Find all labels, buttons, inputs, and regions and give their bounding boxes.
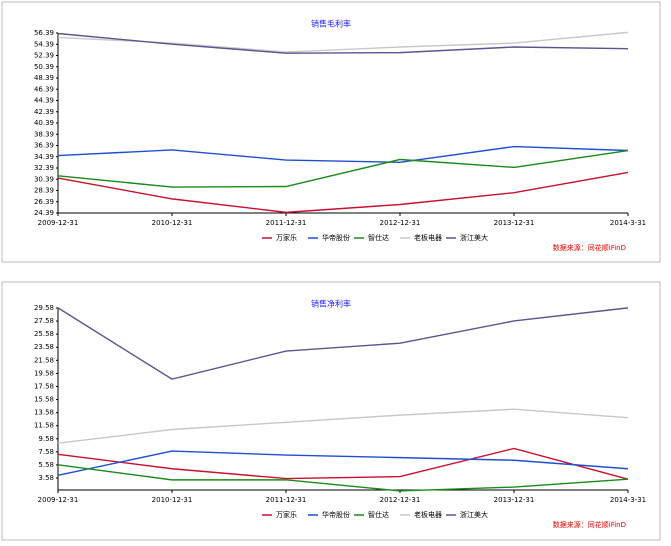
x-tick-label: 2013-12-31 — [494, 219, 535, 227]
y-tick-label: 32.39 — [34, 164, 54, 172]
y-tick-label: 40.39 — [34, 119, 54, 127]
y-tick-label: 56.39 — [34, 29, 54, 37]
series-line — [57, 464, 629, 492]
y-tick-label: 38.39 — [34, 130, 54, 138]
y-tick-label: 52.39 — [34, 52, 54, 60]
y-tick-label: 25.58 — [34, 330, 54, 338]
series-line — [57, 447, 629, 480]
y-tick-label: 44.39 — [34, 97, 54, 105]
series-line — [57, 408, 629, 444]
legend-label: 老板电器 — [414, 510, 442, 519]
y-tick-label: 50.39 — [34, 63, 54, 71]
y-tick-label: 28.39 — [34, 187, 54, 195]
y-tick-label: 23.58 — [34, 343, 54, 351]
series-line — [57, 32, 629, 54]
y-tick-label: 24.39 — [34, 209, 54, 217]
y-tick-label: 5.58 — [38, 461, 54, 469]
x-tick-label: 2011-12-31 — [266, 219, 307, 227]
y-tick-label: 15.58 — [34, 396, 54, 404]
y-tick-label: 21.58 — [34, 356, 54, 364]
x-tick-label: 2009-12-31 — [38, 219, 79, 227]
chart-frame — [1, 1, 661, 263]
x-tick-label: 2010-12-31 — [152, 496, 193, 504]
legend-label: 华帝股份 — [322, 510, 350, 519]
y-tick-label: 26.39 — [34, 198, 54, 206]
series-line — [57, 145, 629, 164]
chart-title: 销售毛利率 — [311, 19, 351, 29]
y-tick-label: 36.39 — [34, 142, 54, 150]
y-tick-label: 30.39 — [34, 175, 54, 183]
y-tick-label: 9.58 — [38, 435, 54, 443]
y-tick-label: 17.58 — [34, 382, 54, 390]
x-tick-label: 2011-12-31 — [266, 496, 307, 504]
source-note: 数据来源：同花顺iFinD — [553, 243, 626, 252]
legend-label: 万家乐 — [276, 510, 297, 519]
series-line — [57, 149, 629, 188]
x-tick-label: 2012-12-31 — [380, 496, 421, 504]
legend-label: 智仕达 — [368, 510, 389, 519]
y-tick-label: 34.39 — [34, 153, 54, 161]
x-tick-label: 2014-3-31 — [610, 496, 646, 504]
y-tick-label: 54.39 — [34, 40, 54, 48]
y-tick-label: 11.58 — [34, 422, 54, 430]
y-tick-label: 13.58 — [34, 409, 54, 417]
legend-label: 华帝股份 — [322, 233, 350, 242]
legend-label: 万家乐 — [276, 233, 297, 242]
chart-frame — [1, 281, 661, 541]
series-line — [57, 307, 629, 380]
series-line — [57, 450, 629, 476]
y-tick-label: 7.58 — [38, 448, 54, 456]
y-tick-label: 48.39 — [34, 74, 54, 82]
series-line — [57, 171, 629, 214]
x-tick-label: 2014-3-31 — [610, 219, 646, 227]
y-tick-label: 3.58 — [38, 474, 54, 482]
y-tick-label: 19.58 — [34, 369, 54, 377]
series-line — [57, 31, 629, 53]
legend-label: 浙江美大 — [460, 510, 488, 519]
y-tick-label: 46.39 — [34, 85, 54, 93]
legend-label: 浙江美大 — [460, 233, 488, 242]
chart-title: 销售净利率 — [311, 299, 351, 309]
y-tick-label: 27.58 — [34, 317, 54, 325]
legend-label: 老板电器 — [414, 233, 442, 242]
x-tick-label: 2009-12-31 — [38, 496, 79, 504]
legend-label: 智仕达 — [368, 233, 389, 242]
x-tick-label: 2013-12-31 — [494, 496, 535, 504]
x-tick-label: 2010-12-31 — [152, 219, 193, 227]
y-tick-label: 42.39 — [34, 108, 54, 116]
x-tick-label: 2012-12-31 — [380, 219, 421, 227]
source-note: 数据来源：同花顺iFinD — [553, 520, 626, 529]
y-tick-label: 29.58 — [34, 304, 54, 312]
